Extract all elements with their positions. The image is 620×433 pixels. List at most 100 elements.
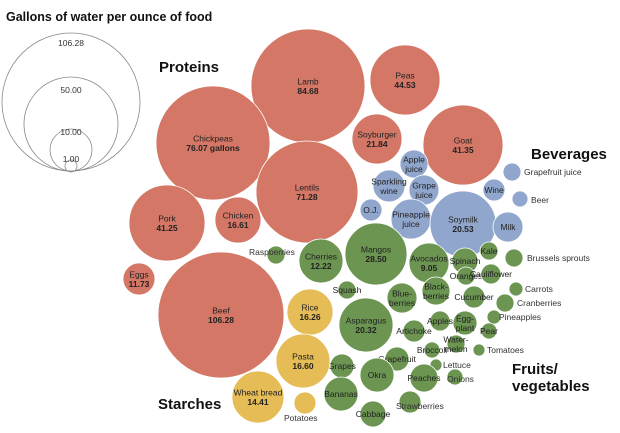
bubble-label-avocados: Avocados — [410, 253, 447, 263]
bubble-beef — [157, 251, 285, 379]
bubble-label-grapes: Grapes — [328, 361, 356, 371]
bubble-label-cauliflower: Cauliflower — [470, 269, 512, 279]
bubble-value-avocados: 9.05 — [421, 263, 438, 273]
bubble-label-beef: Beef — [212, 305, 230, 315]
bubble-label-artichoke: Artichoke — [396, 326, 432, 336]
bubble-label-sparkling-wine-line2: wine — [379, 186, 398, 196]
bubble-cauliflower — [480, 263, 502, 285]
legend-label-small: 1.00 — [63, 154, 80, 164]
bubble-label-wine: Wine — [484, 185, 504, 195]
bubble-mangos — [344, 222, 408, 286]
bubble-raspberries — [266, 245, 286, 265]
bubble-grapefruit-juice — [502, 162, 522, 182]
group-label-fruits-vegetables-line2: vegetables — [512, 378, 590, 395]
bubble-value-soyburger: 21.84 — [366, 139, 388, 149]
bubble-label-squash: Squash — [333, 285, 362, 295]
bubble-label-potatoes: Potatoes — [284, 413, 318, 423]
bubble-label-o-j: O.J. — [363, 205, 379, 215]
bubble-brussels-sprouts — [504, 248, 524, 268]
bubble-value-cherries: 12.22 — [310, 261, 332, 271]
bubble-label-mangos: Mangos — [361, 244, 391, 254]
bubble-label-pasta: Pasta — [292, 351, 314, 361]
bubble-cabbage — [359, 400, 387, 428]
group-label-starches: Starches — [158, 396, 221, 413]
bubble-value-lentils: 71.28 — [296, 192, 318, 202]
bubble-peaches — [409, 363, 439, 393]
bubble-value-asparagus: 20.32 — [355, 325, 377, 335]
bubble-label-bananas: Bananas — [324, 389, 358, 399]
bubble-eggs — [122, 262, 156, 296]
group-label-beverages: Beverages — [531, 146, 607, 163]
bubble-label-apples: Apples — [427, 316, 453, 326]
bubble-label-broccoli: Broccoli — [417, 345, 447, 355]
bubble-label-eggplant-line2: plant — [456, 323, 475, 333]
bubble-value-goat: 41.35 — [452, 145, 474, 155]
bubble-label-soymilk: Soymilk — [448, 214, 479, 224]
bubble-milk — [492, 211, 524, 243]
bubble-label-pineapple-juice-line2: juice — [401, 219, 420, 229]
bubble-label-sparkling-wine-line1: Sparkling — [371, 176, 407, 186]
bubble-label-grape-juice-line2: juice — [414, 190, 433, 200]
bubble-value-wheat-bread: 14.41 — [247, 397, 269, 407]
bubble-label-pork: Pork — [158, 213, 176, 223]
bubble-artichoke — [402, 319, 426, 343]
bubble-label-grapefruit-juice: Grapefruit juice — [524, 167, 582, 177]
bubble-value-chicken: 16.61 — [227, 220, 249, 230]
bubble-label-brussels-sprouts: Brussels sprouts — [527, 253, 590, 263]
bubble-kale — [479, 241, 499, 261]
bubble-label-eggplant-line1: Egg- — [456, 313, 474, 323]
bubble-label-blueberries-line2: berries — [389, 298, 415, 308]
bubble-pasta — [275, 333, 331, 389]
bubble-goat — [422, 104, 504, 186]
bubble-sparkling-wine — [372, 169, 406, 203]
bubble-label-chicken: Chicken — [223, 210, 254, 220]
bubble-label-soyburger: Soyburger — [357, 129, 396, 139]
bubble-label-blueberries-line1: Blue- — [392, 288, 412, 298]
bubble-label-pear: Pear — [480, 326, 498, 336]
bubble-label-apple-juice-line2: juice — [404, 164, 423, 174]
bubble-label-lamb: Lamb — [297, 76, 319, 86]
bubble-label-beer: Beer — [531, 195, 549, 205]
bubble-apple-juice — [399, 149, 429, 179]
bubble-value-lamb: 84.68 — [297, 86, 319, 96]
bubble-bananas — [323, 376, 359, 412]
bubble-value-rice: 16.26 — [299, 312, 321, 322]
bubble-apples — [429, 310, 451, 332]
bubble-pork — [128, 184, 206, 262]
bubble-value-soymilk: 20.53 — [452, 224, 474, 234]
bubble-pineapples — [486, 309, 502, 325]
bubble-label-strawberries: Strawberries — [396, 401, 444, 411]
legend-circle-medium — [49, 128, 93, 172]
bubble-label-blackberries-line1: Black- — [424, 281, 448, 291]
bubble-label-watermelon-line2: melon — [444, 344, 467, 354]
bubble-soyburger — [351, 113, 403, 165]
bubble-label-peaches: Peaches — [407, 373, 440, 383]
bubble-label-raspberries: Raspberries — [249, 247, 295, 257]
bubble-value-beef: 106.28 — [208, 315, 234, 325]
bubble-label-cucumber: Cucumber — [454, 292, 493, 302]
bubble-peas — [369, 44, 441, 116]
bubble-label-okra: Okra — [368, 370, 387, 380]
legend-circle-small — [64, 159, 78, 173]
bubble-potatoes — [293, 391, 317, 415]
bubble-pear — [480, 322, 498, 340]
bubble-chicken — [214, 196, 262, 244]
bubble-value-chickpeas: 76.07 gallons — [186, 143, 240, 153]
legend-label-largest: 106.28 — [58, 38, 84, 48]
bubble-label-pineapple-juice-line1: Pineapple — [392, 209, 430, 219]
bubble-cranberries — [495, 293, 515, 313]
bubble-value-eggs: 11.73 — [129, 279, 150, 289]
bubble-label-lettuce: Lettuce — [443, 360, 471, 370]
bubble-broccoli — [423, 341, 441, 359]
bubble-label-kale: Kale — [480, 246, 497, 256]
bubble-label-oranges: Oranges — [450, 271, 483, 281]
bubble-label-asparagus: Asparagus — [346, 315, 387, 325]
bubble-label-grape-juice-line1: Grape — [412, 180, 436, 190]
bubble-cucumber — [462, 285, 486, 309]
bubble-label-watermelon-line1: Water- — [443, 334, 468, 344]
bubble-label-milk: Milk — [500, 222, 516, 232]
bubble-beer — [511, 190, 529, 208]
